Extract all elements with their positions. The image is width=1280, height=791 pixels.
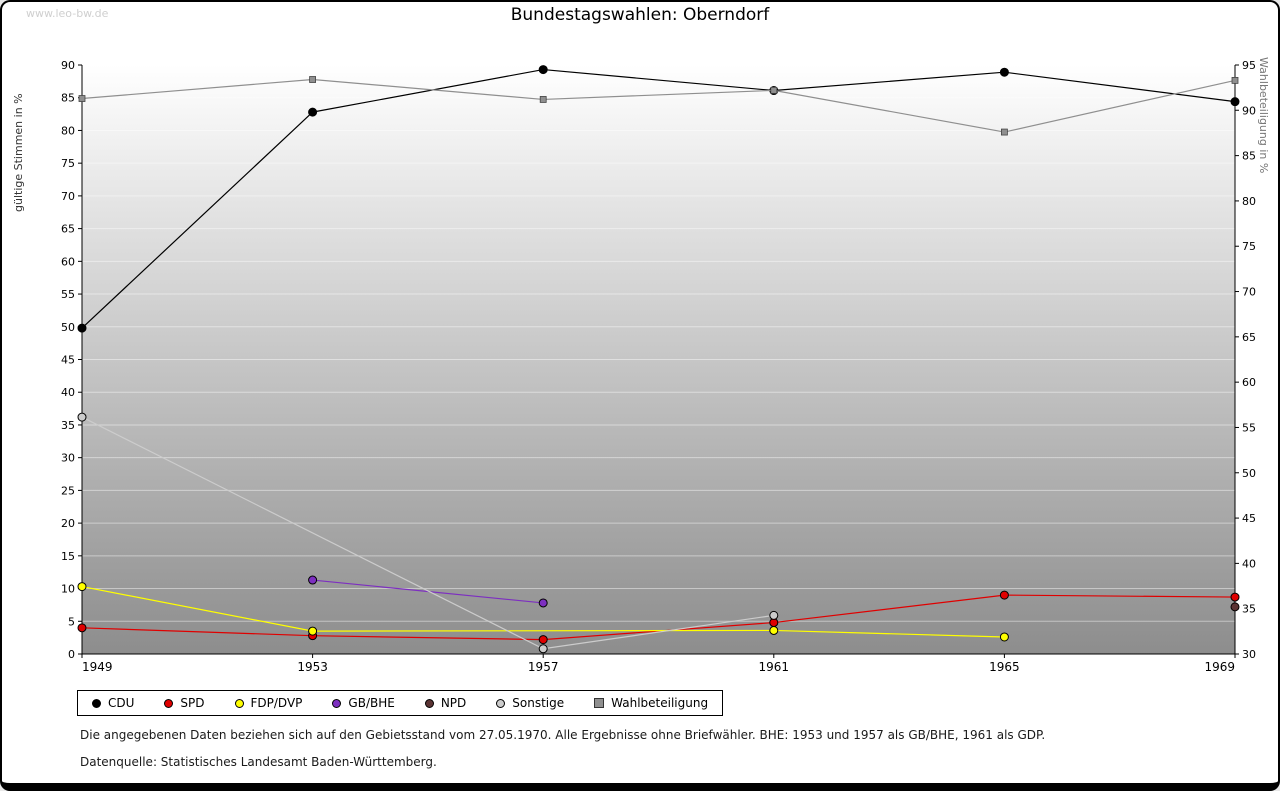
- left-tick-label: 90: [61, 59, 75, 72]
- series-point-cdu: [308, 107, 318, 117]
- legend-item-spd: SPD: [164, 696, 205, 710]
- right-tick-label: 65: [1242, 331, 1256, 344]
- series-point-fdp-dvp: [769, 625, 779, 635]
- legend-label-gb-bhe: GB/BHE: [348, 696, 395, 710]
- footnotes: Die angegebenen Daten beziehen sich auf …: [80, 728, 1045, 782]
- series-point-spd: [538, 635, 548, 645]
- right-tick-label: 60: [1242, 376, 1256, 389]
- left-tick-label: 75: [61, 157, 75, 170]
- series-point-sonstige: [77, 412, 87, 422]
- right-tick-label: 80: [1242, 195, 1256, 208]
- series-point-cdu: [538, 65, 548, 75]
- series-line-fdp-dvp: [81, 586, 1005, 638]
- right-tick-label: 70: [1242, 286, 1256, 299]
- left-tick-label: 80: [61, 124, 75, 137]
- series-point-cdu: [1230, 97, 1240, 107]
- right-tick-label: 40: [1242, 557, 1256, 570]
- right-tick-label: 35: [1242, 603, 1256, 616]
- left-tick-label: 55: [61, 288, 75, 301]
- x-tick-label: 1957: [528, 660, 559, 674]
- series-point-fdp-dvp: [999, 632, 1009, 642]
- left-tick-label: 10: [61, 583, 75, 596]
- series-point-wahlbeteiligung: [1231, 77, 1239, 84]
- legend-item-cdu: CDU: [92, 696, 134, 710]
- series-point-sonstige: [538, 644, 548, 654]
- watermark: www.leo-bw.de: [26, 7, 109, 20]
- x-tick-label: 1965: [989, 660, 1020, 674]
- x-tick-label: 1961: [759, 660, 790, 674]
- left-tick-label: 35: [61, 419, 75, 432]
- x-tick-label: 1969: [1204, 660, 1235, 674]
- left-tick-label: 60: [61, 255, 75, 268]
- legend-item-fdp-dvp: FDP/DVP: [234, 696, 303, 710]
- series-line-cdu: [81, 68, 1236, 329]
- legend-marker-cdu: [92, 698, 101, 708]
- series-point-gb-bhe: [308, 575, 318, 585]
- right-tick-label: 50: [1242, 467, 1256, 480]
- legend-marker-gb-bhe: [332, 698, 342, 708]
- left-tick-label: 15: [61, 550, 75, 563]
- right-tick-label: 90: [1242, 104, 1256, 117]
- series-point-gb-bhe: [538, 598, 548, 608]
- legend-label-sonstige: Sonstige: [512, 696, 565, 710]
- series-point-wahlbeteiligung: [78, 95, 86, 102]
- legend-marker-fdp-dvp: [234, 698, 244, 708]
- legend-label-npd: NPD: [440, 696, 467, 710]
- legend-label-wahlbeteiligung: Wahlbeteiligung: [611, 696, 709, 710]
- election-line-chart: 0 5 10 15 20 25 30 35 40 45 50 55 60 65 70 75 80 85 90 30 35…: [61, 59, 1256, 674]
- series-point-spd: [77, 623, 87, 633]
- legend-label-spd: SPD: [180, 696, 205, 710]
- legend-item-wahlbeteiligung: Wahlbeteiligung: [594, 696, 708, 710]
- right-tick-label: 85: [1242, 150, 1256, 163]
- legend-marker-spd: [164, 698, 174, 708]
- series-point-wahlbeteiligung: [1001, 128, 1008, 136]
- left-tick-label: 20: [61, 517, 75, 530]
- series-point-sonstige: [769, 610, 779, 620]
- series-point-fdp-dvp: [77, 582, 87, 592]
- left-tick-label: 0: [68, 648, 75, 661]
- left-tick-label: 5: [68, 615, 75, 628]
- left-tick-label: 45: [61, 354, 75, 367]
- left-tick-label: 85: [61, 92, 75, 105]
- series-point-fdp-dvp: [308, 626, 318, 636]
- left-tick-label: 65: [61, 223, 75, 236]
- footnote-gebietsstand: Die angegebenen Daten beziehen sich auf …: [80, 728, 1046, 742]
- series-point-wahlbeteiligung: [309, 76, 317, 83]
- series-point-npd: [1230, 602, 1240, 612]
- series-point-spd: [1230, 592, 1240, 602]
- legend-marker-npd: [424, 698, 434, 708]
- plot-background: [82, 65, 1235, 654]
- left-tick-label: 40: [61, 386, 75, 399]
- legend: CDU SPD FDP/DVP GB/BHE NPD Sonstige Wahlbeteil…: [77, 690, 724, 716]
- series-point-cdu: [999, 67, 1009, 77]
- x-tick-label: 1949: [82, 660, 113, 674]
- legend-label-cdu: CDU: [108, 696, 135, 710]
- series-point-cdu: [77, 323, 87, 333]
- series-point-wahlbeteiligung: [539, 96, 547, 103]
- series-point-wahlbeteiligung: [770, 86, 778, 94]
- left-tick-label: 25: [61, 484, 75, 497]
- footnote-datenquelle: Datenquelle: Statistisches Landesamt Bad…: [80, 755, 437, 769]
- series-line-wahlbeteiligung: [81, 78, 1236, 133]
- left-tick-label: 50: [61, 321, 75, 334]
- legend-item-gb-bhe: GB/BHE: [332, 696, 395, 710]
- left-tick-label: 30: [61, 452, 75, 465]
- right-tick-label: 75: [1242, 240, 1256, 253]
- legend-marker-wahlbeteiligung: [594, 698, 605, 708]
- right-tick-label: 30: [1242, 648, 1256, 661]
- left-tick-label: 70: [61, 190, 75, 203]
- right-tick-label: 55: [1242, 421, 1256, 434]
- legend-label-fdp-dvp: FDP/DVP: [250, 696, 303, 710]
- legend-item-npd: NPD: [424, 696, 467, 710]
- right-tick-label: 95: [1242, 59, 1256, 72]
- legend-marker-sonstige: [496, 698, 506, 708]
- series-point-spd: [999, 590, 1009, 600]
- right-tick-label: 45: [1242, 512, 1256, 525]
- x-tick-label: 1953: [297, 660, 328, 674]
- legend-item-sonstige: Sonstige: [496, 696, 564, 710]
- page-title: Bundestagswahlen: Oberndorf: [510, 5, 770, 25]
